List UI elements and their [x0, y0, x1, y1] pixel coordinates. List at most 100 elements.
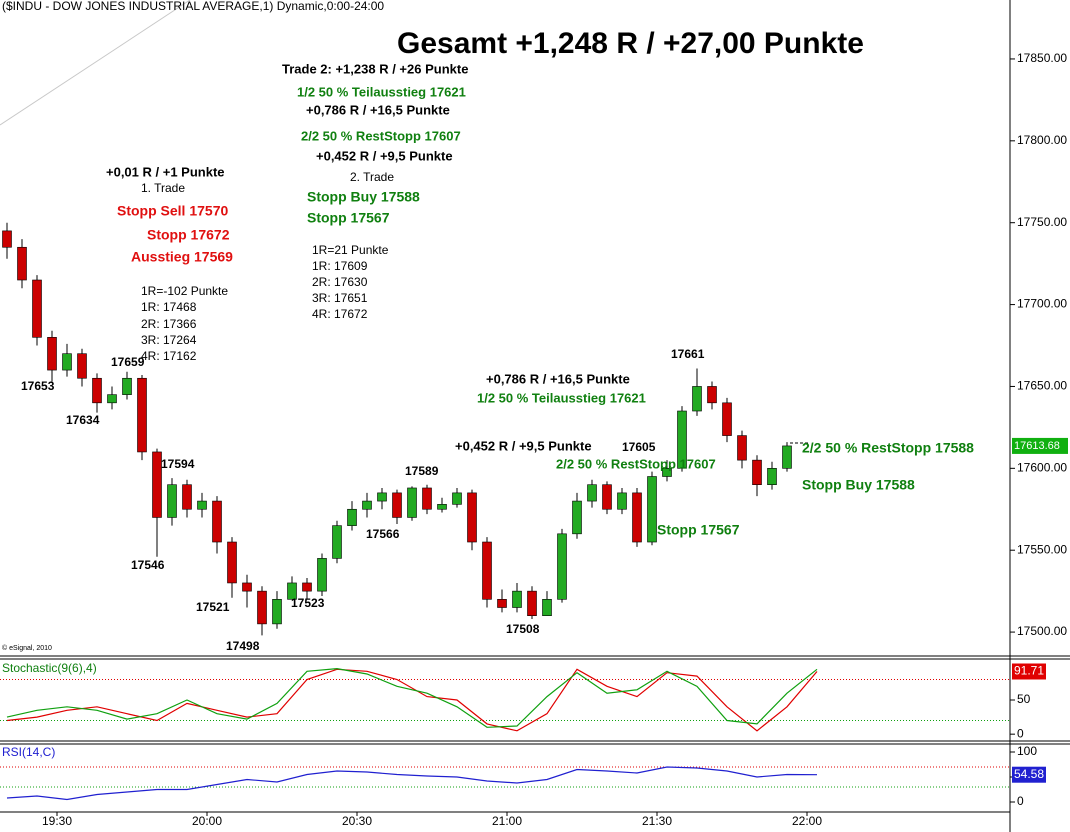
candle-body — [572, 500, 582, 535]
annotation: 17546 — [131, 558, 165, 572]
annotation: 17661 — [671, 347, 705, 361]
rsi-title: RSI(14,C) — [2, 745, 55, 759]
x-tick-label: 20:30 — [342, 814, 372, 828]
annotation: 1R=21 Punkte — [312, 243, 389, 257]
candle-body — [422, 487, 432, 510]
annotation: Ausstieg 17569 — [131, 249, 233, 265]
candle-body — [437, 504, 447, 510]
candle-body — [407, 487, 417, 518]
candle-body — [737, 435, 747, 461]
candle-body — [152, 451, 162, 518]
annotation: 1. Trade — [141, 181, 185, 195]
annotation: 17594 — [161, 457, 195, 471]
candle-body — [137, 377, 147, 453]
candle-body — [212, 500, 222, 543]
candle-body — [707, 386, 717, 404]
annotation: Stopp 17672 — [147, 227, 230, 243]
candle-body — [542, 599, 552, 617]
last-price-label: 17613.68 — [1014, 440, 1060, 452]
candle-body — [632, 492, 642, 543]
series-line — [6, 668, 818, 732]
annotation: 17634 — [66, 413, 100, 427]
y-tick-label: 17600.00 — [1017, 460, 1067, 474]
annotation: Gesamt +1,248 R / +27,00 Punkte — [397, 27, 864, 60]
annotation: 17498 — [226, 639, 260, 653]
series-line — [6, 766, 818, 801]
candle-body — [257, 590, 267, 625]
candle-body — [2, 230, 12, 248]
candle-body — [692, 386, 702, 412]
candle-body — [92, 377, 102, 404]
candle-body — [167, 484, 177, 518]
stochastic-title: Stochastic(9(6),4) — [2, 661, 97, 675]
annotation: 1/2 50 % Teilausstieg 17621 — [477, 390, 646, 405]
y-tick-label: 17750.00 — [1017, 215, 1067, 229]
source-note: © eSignal, 2010 — [2, 644, 52, 652]
y-tick-label: 100 — [1017, 744, 1037, 758]
last-value-label: 54.58 — [1014, 767, 1044, 781]
y-tick-label: 17800.00 — [1017, 133, 1067, 147]
candle-body — [527, 590, 537, 617]
annotation: 1R: 17609 — [312, 259, 368, 273]
series-line — [6, 667, 818, 728]
candle-body — [647, 476, 657, 543]
annotation: 1/2 50 % Teilausstieg 17621 — [297, 84, 466, 99]
candle-body — [317, 558, 327, 592]
annotation: 4R: 17162 — [141, 349, 197, 363]
last-value-label: 91.71 — [1014, 664, 1044, 678]
y-tick-label: 17850.00 — [1017, 51, 1067, 65]
last-value-box — [1012, 766, 1046, 783]
candle-body — [332, 525, 342, 559]
candle-body — [392, 492, 402, 518]
candle-body — [32, 279, 42, 338]
last-price-box — [1012, 437, 1068, 454]
annotation: +0,452 R / +9,5 Punkte — [316, 148, 453, 163]
y-tick-label: 17500.00 — [1017, 624, 1067, 638]
candle-body — [122, 377, 132, 395]
annotation: 17508 — [506, 622, 540, 636]
candle-body — [47, 337, 57, 371]
x-tick-label: 21:00 — [492, 814, 522, 828]
annotation: Trade 2: +1,238 R / +26 Punkte — [282, 61, 468, 76]
candle-body — [497, 599, 507, 608]
candle-body — [782, 445, 792, 469]
annotation: 2/2 50 % RestStopp 17588 — [802, 440, 974, 456]
candle-body — [662, 468, 672, 477]
candle-body — [77, 353, 87, 379]
annotation: 17653 — [21, 379, 55, 393]
annotation: +0,786 R / +16,5 Punkte — [306, 102, 450, 117]
annotation: 2. Trade — [350, 170, 394, 184]
x-tick-label: 20:00 — [192, 814, 222, 828]
candle-body — [302, 582, 312, 592]
candle-body — [557, 533, 567, 600]
trend-line — [0, 0, 191, 126]
y-tick-label: 17550.00 — [1017, 542, 1067, 556]
candle-body — [242, 582, 252, 592]
candle-body — [362, 500, 372, 510]
candle-body — [197, 500, 207, 510]
annotation: Stopp Sell 17570 — [117, 203, 228, 219]
candle-body — [512, 590, 522, 608]
x-tick-label: 21:30 — [642, 814, 672, 828]
annotation: Stopp 17567 — [307, 210, 390, 226]
candle-body — [752, 459, 762, 486]
candle-body — [62, 353, 72, 371]
annotation: 2R: 17630 — [312, 275, 368, 289]
annotation: 4R: 17672 — [312, 307, 368, 321]
candle-body — [107, 394, 117, 404]
annotation: Stopp Buy 17588 — [802, 477, 915, 493]
candle-body — [722, 402, 732, 436]
chart-title: ($INDU - DOW JONES INDUSTRIAL AVERAGE,1)… — [2, 0, 384, 13]
annotation: 17659 — [111, 355, 145, 369]
candle-body — [452, 492, 462, 505]
annotation: Stopp 17567 — [657, 522, 740, 538]
annotation: 17523 — [291, 596, 325, 610]
candle-body — [287, 582, 297, 600]
y-tick-label: 50 — [1017, 692, 1031, 706]
annotation: 3R: 17651 — [312, 291, 368, 305]
candle-body — [617, 492, 627, 510]
y-tick-label: 0 — [1017, 726, 1024, 740]
y-tick-label: 17650.00 — [1017, 379, 1067, 393]
candle-body — [482, 541, 492, 600]
